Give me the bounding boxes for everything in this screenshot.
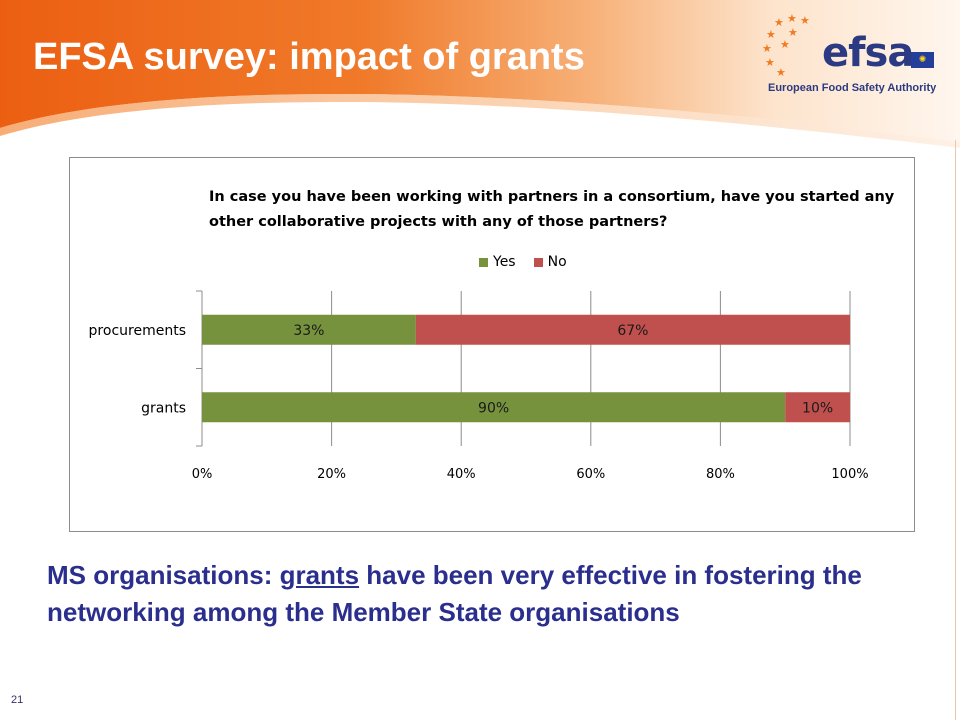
conclusion-rest: have been very effective in fostering th… [47,560,862,627]
svg-text:★: ★ [788,26,798,39]
legend-label: No [547,254,567,270]
data-label: 33% [293,323,324,339]
svg-text:★: ★ [787,12,797,25]
svg-text:★: ★ [780,38,790,51]
data-label: 90% [478,400,509,416]
legend-item-no: No [533,254,567,270]
svg-text:★: ★ [765,56,775,69]
x-tick-label: 80% [706,467,735,482]
conclusion-lead: MS organisations: [47,560,280,590]
svg-text:★: ★ [762,42,772,55]
bar-no-grants [785,392,850,423]
legend-label: Yes [493,254,516,270]
bar-chart: 0% 20% 40% 60% 80% 100% procurements 33% 67% gran… [89,290,869,482]
legend-swatch [533,257,543,267]
chart-legend: Yes No [479,254,585,271]
chart-frame: In case you have been working with partn… [69,157,915,532]
slide-title: EFSA survey: impact of grants [33,36,585,78]
page-number: 21 [11,694,24,706]
conclusion-underlined-word: grants [279,560,360,590]
x-tick-label: 60% [576,467,605,482]
efsa-logo: ★ ★ ★ ★ ★ ★ ★ ★ ★ efsa ✺ European Food S… [762,12,952,102]
svg-text:★: ★ [776,66,786,79]
logo-tagline: European Food Safety Authority [768,82,937,94]
bar-no-procurements [415,314,850,345]
x-tick-label: 100% [831,467,868,482]
efsa-wordmark: efsa [822,30,914,76]
chart-title: In case you have been working with partn… [209,189,895,230]
bar-yes-procurements [202,314,416,345]
svg-text:★: ★ [766,28,776,41]
bar-yes-grants [202,392,786,423]
data-label: 10% [802,400,833,416]
svg-text:★: ★ [774,16,784,29]
svg-text:★: ★ [800,14,810,27]
conclusion-text: MS organisations: grants have been very … [47,557,907,631]
category-label: grants [141,400,186,416]
x-tick-label: 20% [317,467,346,482]
legend-swatch [479,257,488,267]
x-tick-label: 0% [192,467,213,482]
legend-item-yes: Yes [479,254,516,270]
x-tick-label: 40% [447,467,476,482]
data-label: 67% [617,323,648,339]
right-edge-rule [955,140,956,720]
category-label: procurements [89,323,186,339]
header-band [0,0,960,148]
stars-arc-icon: ★ ★ ★ ★ ★ ★ ★ ★ ★ [762,12,810,79]
eu-flag-icon: ✺ [911,52,934,68]
